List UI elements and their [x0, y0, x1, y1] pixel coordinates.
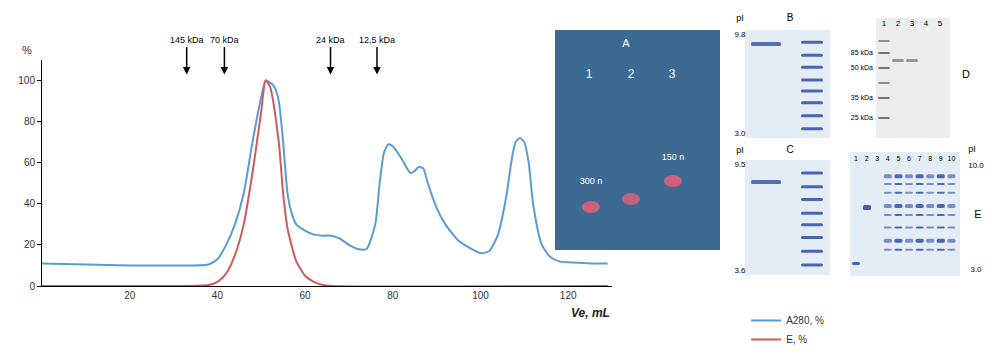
svg-text:25 kDa: 25 kDa [851, 114, 873, 121]
svg-text:145 kDa: 145 kDa [170, 35, 204, 45]
svg-text:5: 5 [938, 19, 943, 28]
svg-text:4: 4 [924, 19, 929, 28]
svg-text:12,5 kDa: 12,5 kDa [359, 35, 395, 45]
svg-text:Ve, mL: Ve, mL [571, 306, 610, 320]
svg-text:50 kDa: 50 kDa [851, 64, 873, 71]
svg-text:5: 5 [896, 155, 900, 162]
svg-text:40: 40 [24, 198, 36, 209]
svg-text:%: % [22, 44, 32, 56]
svg-text:9: 9 [939, 155, 943, 162]
svg-text:20: 20 [24, 239, 36, 250]
svg-text:10.0: 10.0 [968, 161, 984, 170]
svg-text:2: 2 [865, 155, 869, 162]
svg-text:35 kDa: 35 kDa [851, 94, 873, 101]
svg-text:0: 0 [29, 281, 35, 292]
svg-text:300 n: 300 n [580, 176, 603, 186]
svg-text:2: 2 [896, 19, 901, 28]
svg-text:6: 6 [907, 155, 911, 162]
svg-text:100: 100 [472, 290, 489, 301]
svg-text:1: 1 [854, 155, 858, 162]
svg-text:pI: pI [736, 145, 744, 155]
svg-text:20: 20 [124, 290, 136, 301]
svg-text:pI: pI [736, 13, 744, 23]
svg-text:A: A [622, 37, 630, 49]
svg-text:40: 40 [212, 290, 224, 301]
svg-text:8: 8 [928, 155, 932, 162]
svg-text:E, %: E, % [786, 334, 807, 345]
svg-text:10: 10 [948, 155, 956, 162]
svg-text:80: 80 [387, 290, 399, 301]
svg-text:3: 3 [669, 67, 676, 81]
svg-text:A280, %: A280, % [786, 315, 824, 326]
svg-text:D: D [962, 68, 970, 80]
svg-text:24 kDa: 24 kDa [316, 35, 345, 45]
svg-text:9.5: 9.5 [734, 160, 746, 169]
svg-text:100: 100 [18, 75, 35, 86]
svg-text:85 kDa: 85 kDa [851, 49, 873, 56]
svg-text:4: 4 [886, 155, 890, 162]
svg-text:60: 60 [24, 157, 36, 168]
svg-text:C: C [786, 144, 793, 155]
svg-text:3.0: 3.0 [970, 265, 982, 274]
svg-text:E: E [974, 208, 981, 220]
svg-text:1: 1 [882, 19, 887, 28]
svg-text:9.8: 9.8 [734, 30, 746, 39]
svg-text:80: 80 [24, 116, 36, 127]
svg-text:3.6: 3.6 [734, 266, 746, 275]
svg-text:60: 60 [300, 290, 312, 301]
svg-text:1: 1 [586, 67, 593, 81]
svg-text:7: 7 [918, 155, 922, 162]
svg-text:2: 2 [628, 67, 635, 81]
svg-text:70 kDa: 70 kDa [210, 35, 239, 45]
svg-text:3.0: 3.0 [734, 129, 746, 138]
svg-text:150 n: 150 n [662, 152, 685, 162]
svg-text:3: 3 [910, 19, 915, 28]
svg-text:3: 3 [875, 155, 879, 162]
svg-text:pI: pI [968, 144, 976, 154]
svg-text:B: B [787, 12, 794, 23]
svg-text:120: 120 [560, 290, 577, 301]
